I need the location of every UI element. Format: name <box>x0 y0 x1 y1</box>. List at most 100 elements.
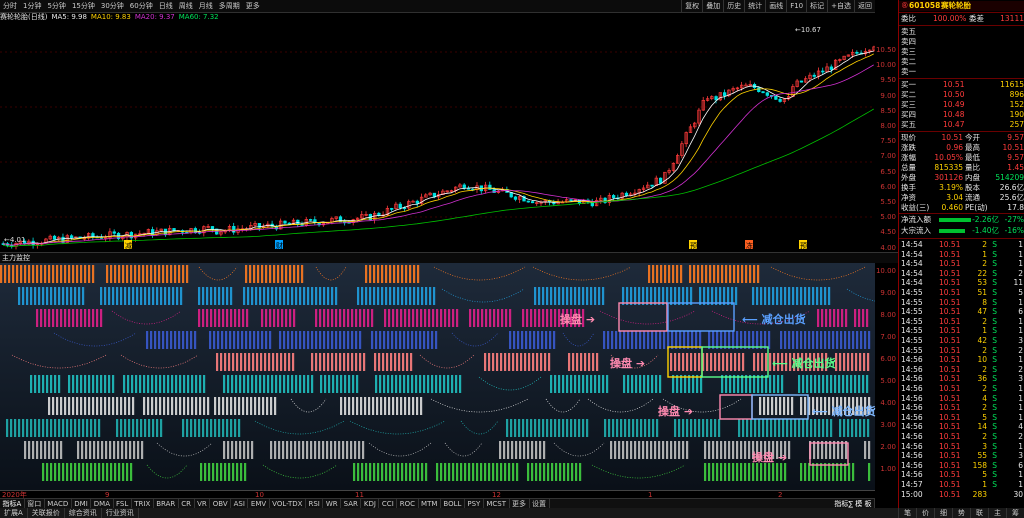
price-tick: 5.50 <box>880 198 896 206</box>
stat-row: 总量 815335 量比 1.45 <box>899 163 1024 173</box>
tick-time: 14:56 <box>901 364 923 374</box>
quote-tab[interactable]: 笔 <box>898 508 916 518</box>
price-tick: 8.00 <box>880 122 896 130</box>
indicator-tab[interactable]: CR <box>179 499 195 509</box>
indicator-tick: 6.00 <box>880 355 896 363</box>
indicator-tab[interactable]: VR <box>195 499 211 509</box>
indicator-lane <box>11 353 870 371</box>
stat-value: 1.45 <box>1007 163 1024 172</box>
stat-value: 0.460 <box>941 203 963 212</box>
indicator-tab[interactable]: KDJ <box>361 499 380 509</box>
quote-tab[interactable]: 筹 <box>1006 508 1024 518</box>
chart-tool-button[interactable]: 叠加 <box>702 0 723 12</box>
tick-time: 14:56 <box>901 393 923 403</box>
tick-time: 14:56 <box>901 432 923 441</box>
chart-tool-button[interactable]: +自选 <box>827 0 854 12</box>
chart-tool-button[interactable]: 历史 <box>723 0 744 12</box>
period-tab[interactable]: 更多 <box>245 2 260 10</box>
indicator-tab[interactable]: ROC <box>397 499 419 509</box>
period-tab[interactable]: 30分钟 <box>100 2 124 10</box>
period-tab[interactable]: 15分钟 <box>71 2 95 10</box>
indicator-tab[interactable]: TRIX <box>132 499 154 509</box>
period-tab[interactable]: 月线 <box>198 2 213 10</box>
indicator-tab[interactable]: EMV <box>248 499 270 509</box>
indicator-tab[interactable]: FSL <box>114 499 132 509</box>
indicator-tab[interactable]: 更多 <box>510 499 530 509</box>
period-toolbar: 分时 1分钟 5分钟 15分钟 30分钟 60分钟 日线 周线 月线 多周期 更多 复权 叠加 历史 统计… <box>0 0 875 13</box>
tick-row: 14:55 10.51 47 S 6 <box>899 307 1024 317</box>
tick-price: 10.51 <box>939 470 961 480</box>
chart-tool-button[interactable]: 画线 <box>765 0 786 12</box>
stat-value: 17.8 <box>1007 203 1024 212</box>
tick-side: S <box>992 403 997 413</box>
period-tab[interactable]: 60分钟 <box>129 2 153 10</box>
indicator-tab[interactable]: OBV <box>210 499 232 509</box>
quote-tab[interactable]: 细 <box>934 508 952 518</box>
template-button[interactable]: 指标∑ 模 板 <box>832 499 875 509</box>
period-tab[interactable]: 日线 <box>158 2 173 10</box>
chart-tool-button[interactable]: F10 <box>786 0 806 12</box>
highlight-box <box>809 442 849 466</box>
flow-pct: -27% <box>1004 215 1024 224</box>
quote-tab[interactable]: 主 <box>988 508 1006 518</box>
ask-row: 卖四 <box>899 37 1024 47</box>
tick-count: 11 <box>1013 278 1023 288</box>
indicator-tab[interactable]: 指标A <box>0 499 25 509</box>
bottom-tab[interactable]: 综合资讯 <box>65 508 102 518</box>
indicator-tab[interactable]: SAR <box>341 499 362 509</box>
flow-pct: -16% <box>1004 226 1024 235</box>
indicator-tab[interactable]: BRAR <box>154 499 179 509</box>
indicator-tab[interactable]: PSY <box>465 499 484 509</box>
indicator-tab[interactable]: WR <box>323 499 342 509</box>
bottom-tab[interactable]: 行业资讯 <box>102 508 139 518</box>
indicator-chart[interactable] <box>0 263 875 490</box>
tick-time: 14:56 <box>901 412 923 422</box>
ma5-label: MA5: 9.98 <box>51 13 87 21</box>
indicator-tab[interactable]: MCST <box>484 499 510 509</box>
bid-volume: 11615 <box>1000 80 1024 89</box>
chart-tool-button[interactable]: 复权 <box>681 0 702 12</box>
indicator-tab[interactable]: DMI <box>72 499 92 509</box>
chart-tool-button[interactable]: 统计 <box>744 0 765 12</box>
stat-value: 10.51 <box>1002 143 1024 152</box>
tick-time: 14:56 <box>901 384 923 393</box>
period-tab[interactable]: 周线 <box>178 2 193 10</box>
period-tab[interactable]: 1分钟 <box>23 2 42 10</box>
indicator-tab[interactable]: RSI <box>306 499 324 509</box>
stat-row: 外盘 301126 内盘 514209 <box>899 173 1024 183</box>
ma20-label: MA20: 9.37 <box>134 13 175 21</box>
indicator-tab[interactable]: 设置 <box>530 499 550 509</box>
tick-volume: 2 <box>982 345 987 355</box>
bottom-tab[interactable]: 扩展A <box>0 508 28 518</box>
indicator-tab[interactable]: 窗口 <box>25 499 45 509</box>
tick-side: S <box>992 249 997 259</box>
indicator-tab[interactable]: DMA <box>91 499 114 509</box>
quote-tab[interactable]: 联 <box>970 508 988 518</box>
event-marker: 预 <box>690 241 697 250</box>
indicator-tab[interactable]: BOLL <box>441 499 465 509</box>
quote-tab[interactable]: 势 <box>952 508 970 518</box>
tick-price: 10.51 <box>939 249 961 259</box>
stat-row: 涨幅 10.05% 最低 9.57 <box>899 153 1024 163</box>
indicator-tab[interactable]: VOL-TDX <box>270 499 306 509</box>
indicator-tab[interactable]: MACD <box>45 499 72 509</box>
period-tab[interactable]: 多周期 <box>218 2 240 10</box>
quote-tab[interactable]: 价 <box>916 508 934 518</box>
tick-time: 14:54 <box>901 259 923 269</box>
tick-price: 10.51 <box>939 403 961 413</box>
chart-tool-button[interactable]: 标记 <box>806 0 827 12</box>
tick-volume: 5 <box>982 470 987 480</box>
indicator-tab[interactable]: CCI <box>379 499 398 509</box>
chart-tool-button[interactable]: 返回 <box>854 0 875 12</box>
period-tab[interactable]: 分时 <box>3 2 17 10</box>
bottom-tab[interactable]: 关联报价 <box>28 508 65 518</box>
period-tab[interactable]: 5分钟 <box>47 2 66 10</box>
chart-tools: 复权 叠加 历史 统计 画线 F10 标记 +自选 返回 <box>681 0 875 12</box>
indicator-tab[interactable]: ASI <box>231 499 249 509</box>
candlestick-chart[interactable]: ←10.67 ←4.01 减 财 预 冻 预 <box>0 22 875 250</box>
indicator-tab[interactable]: MTM <box>419 499 441 509</box>
tick-row: 14:54 10.51 22 S 2 <box>899 269 1024 279</box>
ma10-label: MA10: 9.83 <box>90 13 131 21</box>
bid-volume: 190 <box>1009 110 1024 119</box>
stat-label: 涨幅 <box>901 153 916 162</box>
